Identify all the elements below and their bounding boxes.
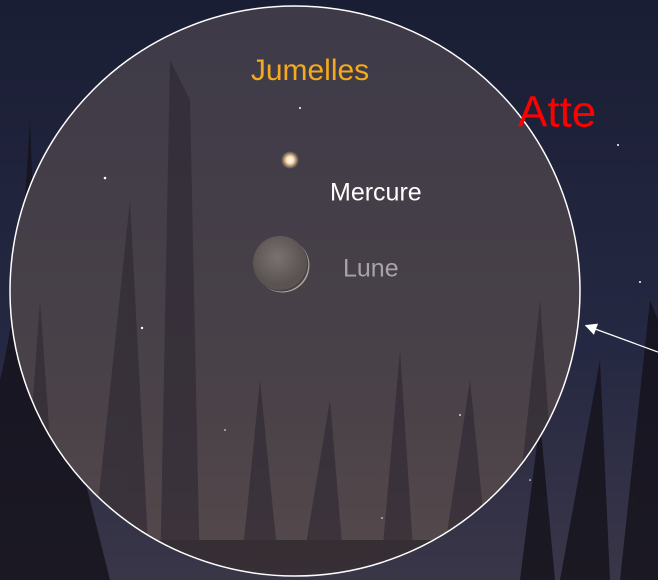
mercury xyxy=(281,151,299,169)
field-border xyxy=(9,5,581,577)
arrow xyxy=(584,323,658,353)
field-label: Jumelles xyxy=(251,54,369,87)
warning: Atte xyxy=(518,88,596,137)
moon-label: Lune xyxy=(343,255,399,283)
stars xyxy=(103,107,641,519)
binocular-field xyxy=(10,6,580,576)
moon xyxy=(253,236,310,293)
mercury-label: Mercure xyxy=(330,179,422,207)
